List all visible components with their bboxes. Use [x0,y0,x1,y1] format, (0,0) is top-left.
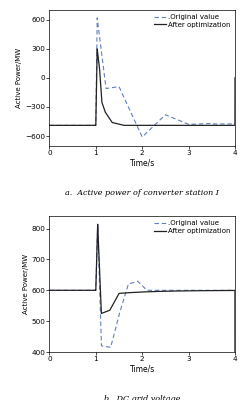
Legend: .Original value, After optimization: .Original value, After optimization [153,14,232,28]
Text: a.  Active power of converter station I: a. Active power of converter station I [65,189,219,197]
X-axis label: Time/s: Time/s [130,159,155,168]
Text: b.  DC grid voltage: b. DC grid voltage [104,396,181,400]
X-axis label: Time/s: Time/s [130,365,155,374]
Legend: .Original value, After optimization: .Original value, After optimization [153,220,232,235]
Y-axis label: Active Power/MW: Active Power/MW [16,48,22,108]
Y-axis label: Active Power/MW: Active Power/MW [23,254,29,314]
